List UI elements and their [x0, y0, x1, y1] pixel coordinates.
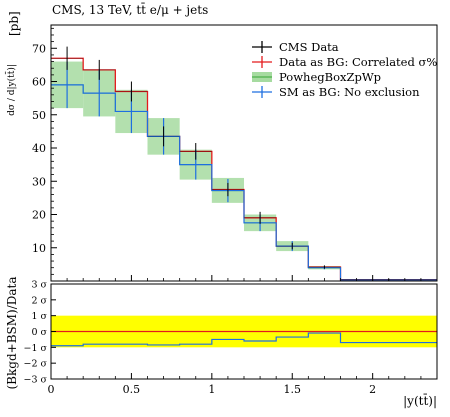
sm-as-bg-line [51, 84, 437, 281]
ratio-y-tick-label: −2 σ [23, 359, 47, 370]
chart-title: CMS, 13 TeV, tt̄ e/μ + jets [52, 1, 208, 17]
y-tick-label: 10 [32, 242, 46, 255]
x-axis-label: |y(tt̄)| [403, 392, 437, 408]
y-tick-label: 30 [32, 175, 46, 188]
y-axis-label-ratio: (Bkgd+BSM)/Data [5, 277, 19, 390]
y-tick-label: 20 [32, 209, 46, 222]
x-tick-label: 0 [48, 383, 55, 396]
main-panel: 10 20 30 40 50 60 70 [32, 27, 437, 281]
legend-label: PowhegBoxZpWp [279, 70, 381, 84]
ratio-ylabel: (Bkgd+BSM)/Data [5, 277, 19, 390]
ratio-y-tick-label: 3 σ [31, 280, 47, 291]
legend-label: SM as BG: No exclusion [279, 85, 420, 99]
y-tick-label: 40 [32, 142, 46, 155]
x-tick-label: 1.5 [284, 383, 302, 396]
x-tick-label: 1 [208, 383, 215, 396]
legend-label: Data as BG: Correlated σ% [279, 55, 437, 69]
ratio-frame [50, 283, 438, 380]
ratio-y-tick-label: 0 σ [31, 327, 47, 338]
ratio-y-tick-label: −1 σ [23, 343, 47, 354]
y-axis-label-main: dσ / d|y(tt̄)| [pb] [5, 11, 21, 116]
ratio-y-tick-label: −3 σ [23, 375, 47, 386]
y-tick-label: 70 [32, 42, 46, 55]
y-axis-label-unit: [pb] [7, 11, 21, 36]
main-frame [50, 24, 438, 282]
x-tick-label: 0.5 [123, 383, 141, 396]
ratio-panel: 0 0.5 1 1.5 2 3 σ 2 σ 1 σ 0 σ −1 σ −2 σ −3 σ [23, 280, 437, 396]
ratio-y-tick-label: 2 σ [31, 295, 47, 306]
legend-label: CMS Data [279, 40, 339, 54]
ratio-sm-as-bg-line [51, 332, 437, 347]
ratio-y-tick-label: 1 σ [31, 311, 47, 322]
y-tick-label: 60 [32, 76, 46, 89]
x-tick-label: 2 [369, 383, 376, 396]
y-tick-label: 50 [32, 109, 46, 122]
y-axis-label-fraction: dσ / d|y(tt̄)| [5, 64, 17, 116]
